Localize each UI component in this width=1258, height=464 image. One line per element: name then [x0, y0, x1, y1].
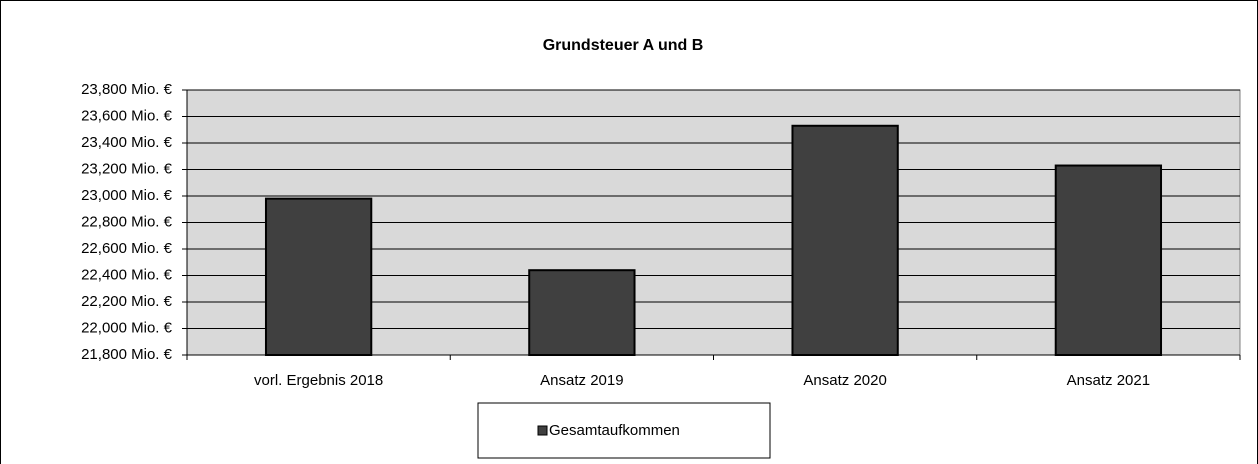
legend-box	[477, 402, 771, 459]
y-tick-label: 22,800 Mio. €	[81, 213, 173, 230]
bar	[791, 124, 899, 357]
legend-swatch	[537, 425, 548, 436]
bar	[264, 197, 373, 356]
y-tick-label: 23,400 Mio. €	[81, 134, 173, 151]
legend-label: Gesamtaufkommen	[549, 422, 680, 439]
y-tick-label: 23,600 Mio. €	[81, 107, 173, 124]
y-tick-label: 23,200 Mio. €	[81, 160, 173, 177]
chart-title: Grundsteuer A und B	[543, 37, 704, 54]
bar	[528, 269, 636, 357]
x-tick-label: Ansatz 2021	[1067, 372, 1150, 389]
y-tick-label: 22,600 Mio. €	[81, 240, 173, 257]
y-tick-label: 23,800 Mio. €	[81, 81, 173, 98]
y-tick-label: 21,800 Mio. €	[81, 346, 173, 363]
bar	[1054, 164, 1163, 356]
y-tick-label: 22,000 Mio. €	[81, 319, 173, 336]
x-tick-label: vorl. Ergebnis 2018	[254, 372, 383, 389]
y-tick-label: 22,400 Mio. €	[81, 266, 173, 283]
y-tick-label: 22,200 Mio. €	[81, 293, 173, 310]
x-tick-label: Ansatz 2020	[803, 372, 886, 389]
y-tick-label: 23,000 Mio. €	[81, 187, 173, 204]
x-tick-label: Ansatz 2019	[540, 372, 623, 389]
